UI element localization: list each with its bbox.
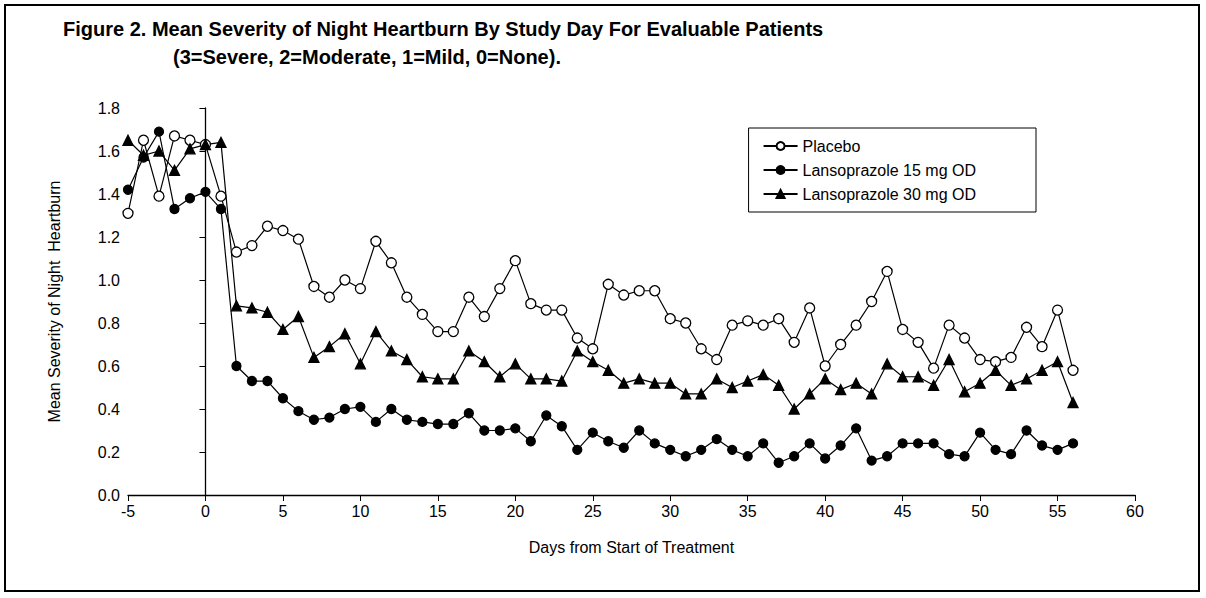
svg-text:(3=Severe, 2=Moderate, 1=Mild,: (3=Severe, 2=Moderate, 1=Mild, 0=None). [173,46,561,68]
svg-text:5: 5 [278,503,287,520]
svg-text:55: 55 [1049,503,1067,520]
svg-text:20: 20 [506,503,524,520]
svg-text:1.2: 1.2 [98,229,120,246]
svg-text:15: 15 [429,503,447,520]
svg-text:10: 10 [351,503,369,520]
svg-text:1.8: 1.8 [98,100,120,117]
svg-text:0.2: 0.2 [98,444,120,461]
svg-text:Placebo: Placebo [803,138,861,155]
svg-text:35: 35 [739,503,757,520]
svg-text:1.0: 1.0 [98,272,120,289]
svg-text:Lansoprazole 15 mg OD: Lansoprazole 15 mg OD [803,162,976,179]
svg-text:40: 40 [816,503,834,520]
svg-text:0.6: 0.6 [98,358,120,375]
svg-text:30: 30 [661,503,679,520]
svg-text:-5: -5 [121,503,135,520]
svg-text:25: 25 [584,503,602,520]
svg-text:1.4: 1.4 [98,186,120,203]
svg-text:Mean Severity of Night Heartb: Mean Severity of Night Heartburn [46,181,63,423]
svg-text:0: 0 [201,503,210,520]
svg-text:60: 60 [1126,503,1144,520]
svg-text:0.4: 0.4 [98,401,120,418]
svg-text:45: 45 [894,503,912,520]
svg-text:Days from Start of Treatment: Days from Start of Treatment [529,539,735,556]
svg-text:0.8: 0.8 [98,315,120,332]
svg-text:Lansoprazole 30 mg OD: Lansoprazole 30 mg OD [803,186,976,203]
svg-text:Figure 2. Mean Severity of Nig: Figure 2. Mean Severity of Night Heartbu… [63,18,823,40]
svg-text:50: 50 [971,503,989,520]
svg-text:1.6: 1.6 [98,143,120,160]
svg-text:0.0: 0.0 [98,487,120,504]
